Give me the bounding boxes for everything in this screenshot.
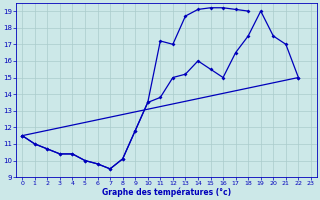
X-axis label: Graphe des températures (°c): Graphe des températures (°c)	[102, 188, 231, 197]
